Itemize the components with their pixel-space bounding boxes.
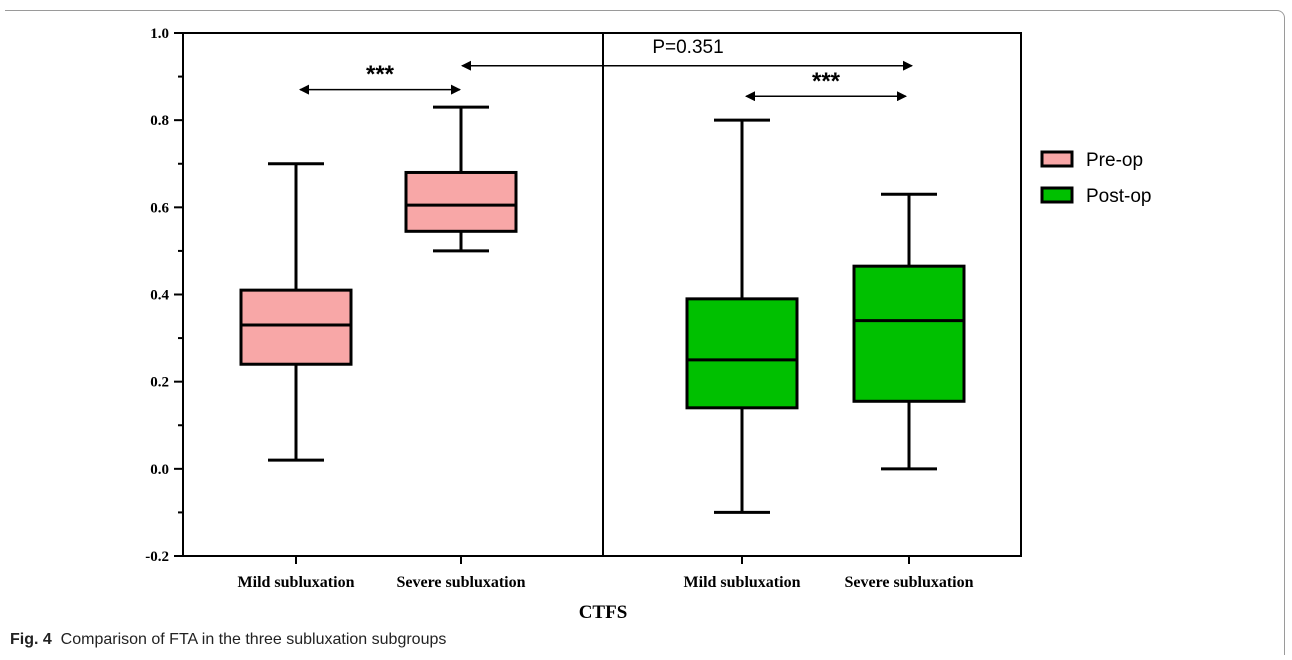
iqr-box xyxy=(852,264,966,403)
figure-caption-text: Comparison of FTA in the three subluxati… xyxy=(60,631,447,648)
figure-caption: Fig. 4 Comparison of FTA in the three su… xyxy=(10,631,446,649)
annotation-label: *** xyxy=(366,61,395,88)
y-tick-label: 0.2 xyxy=(150,375,169,391)
x-tick-label: Severe subluxation xyxy=(844,574,973,591)
y-tick-label: 0.8 xyxy=(150,113,169,129)
figure-caption-label: Fig. 4 xyxy=(10,631,52,648)
legend-label-post-op: Post-op xyxy=(1086,186,1151,207)
plot-area: -0.2 0.0 0.2 0.4 0.6 0.8 1.0 Mild subluxation Se… xyxy=(145,26,1022,591)
legend-label-pre-op: Pre-op xyxy=(1086,150,1143,171)
annotation-label: P=0.351 xyxy=(652,37,723,58)
box-pre-op-severe xyxy=(404,105,518,253)
legend-swatch-pre-op xyxy=(1040,150,1074,168)
x-tick-label: Severe subluxation xyxy=(396,574,525,591)
x-tick-label: Mild subluxation xyxy=(684,574,801,591)
iqr-box xyxy=(404,170,518,233)
box-post-op-mild xyxy=(685,118,799,514)
x-axis-title: CTFS xyxy=(579,602,628,623)
legend: Pre-op Post-op xyxy=(1040,150,1151,207)
iqr-box xyxy=(239,288,353,366)
legend-swatch-post-op xyxy=(1040,186,1074,204)
y-tick-label: -0.2 xyxy=(145,549,169,565)
x-tick-label: Mild subluxation xyxy=(238,574,355,591)
box-post-op-severe xyxy=(852,192,966,471)
iqr-box xyxy=(685,297,799,410)
y-tick-label: 0.4 xyxy=(150,288,169,304)
annotation-label: *** xyxy=(812,68,841,95)
y-tick-label: 0.0 xyxy=(150,462,169,478)
figure-frame xyxy=(5,10,1285,655)
box-pre-op-mild xyxy=(239,162,353,462)
y-tick-label: 1.0 xyxy=(150,26,169,42)
y-tick-label: 0.6 xyxy=(150,200,169,216)
